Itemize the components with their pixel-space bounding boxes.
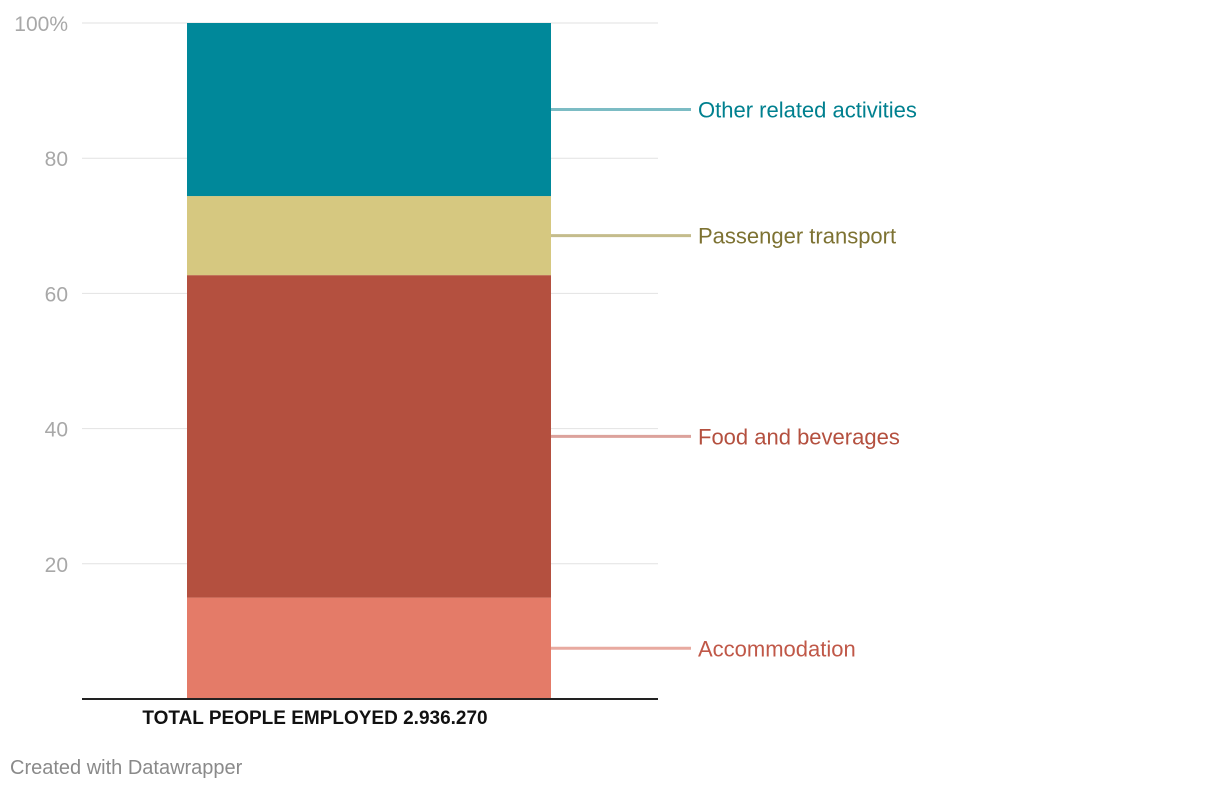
series-label-passenger-transport: Passenger transport	[698, 224, 896, 249]
bar-segments	[187, 23, 551, 699]
stacked-bar-chart: 20 40 60 80 100% Accommodation Food and bever…	[14, 13, 917, 729]
category-label: TOTAL PEOPLE EMPLOYED 2.936.270	[142, 708, 487, 729]
bar-segment-accommodation	[187, 597, 551, 699]
bar-segment-food-and-beverages	[187, 275, 551, 598]
series-label-other-related-activities: Other related activities	[698, 98, 917, 123]
series-label-accommodation: Accommodation	[698, 636, 856, 661]
y-tick-label-60: 60	[45, 283, 68, 306]
y-tick-label-20: 20	[45, 554, 68, 577]
y-tick-label-100: 100%	[14, 13, 68, 36]
series-labels: Accommodation Food and beverages Passenger…	[551, 98, 917, 661]
bar-segment-passenger-transport	[187, 196, 551, 276]
series-label-food-and-beverages: Food and beverages	[698, 424, 900, 449]
y-tick-label-40: 40	[45, 419, 68, 442]
y-tick-label-80: 80	[45, 148, 68, 171]
credit-footer: Created with Datawrapper	[10, 757, 243, 779]
bar-segment-other-related-activities	[187, 23, 551, 197]
